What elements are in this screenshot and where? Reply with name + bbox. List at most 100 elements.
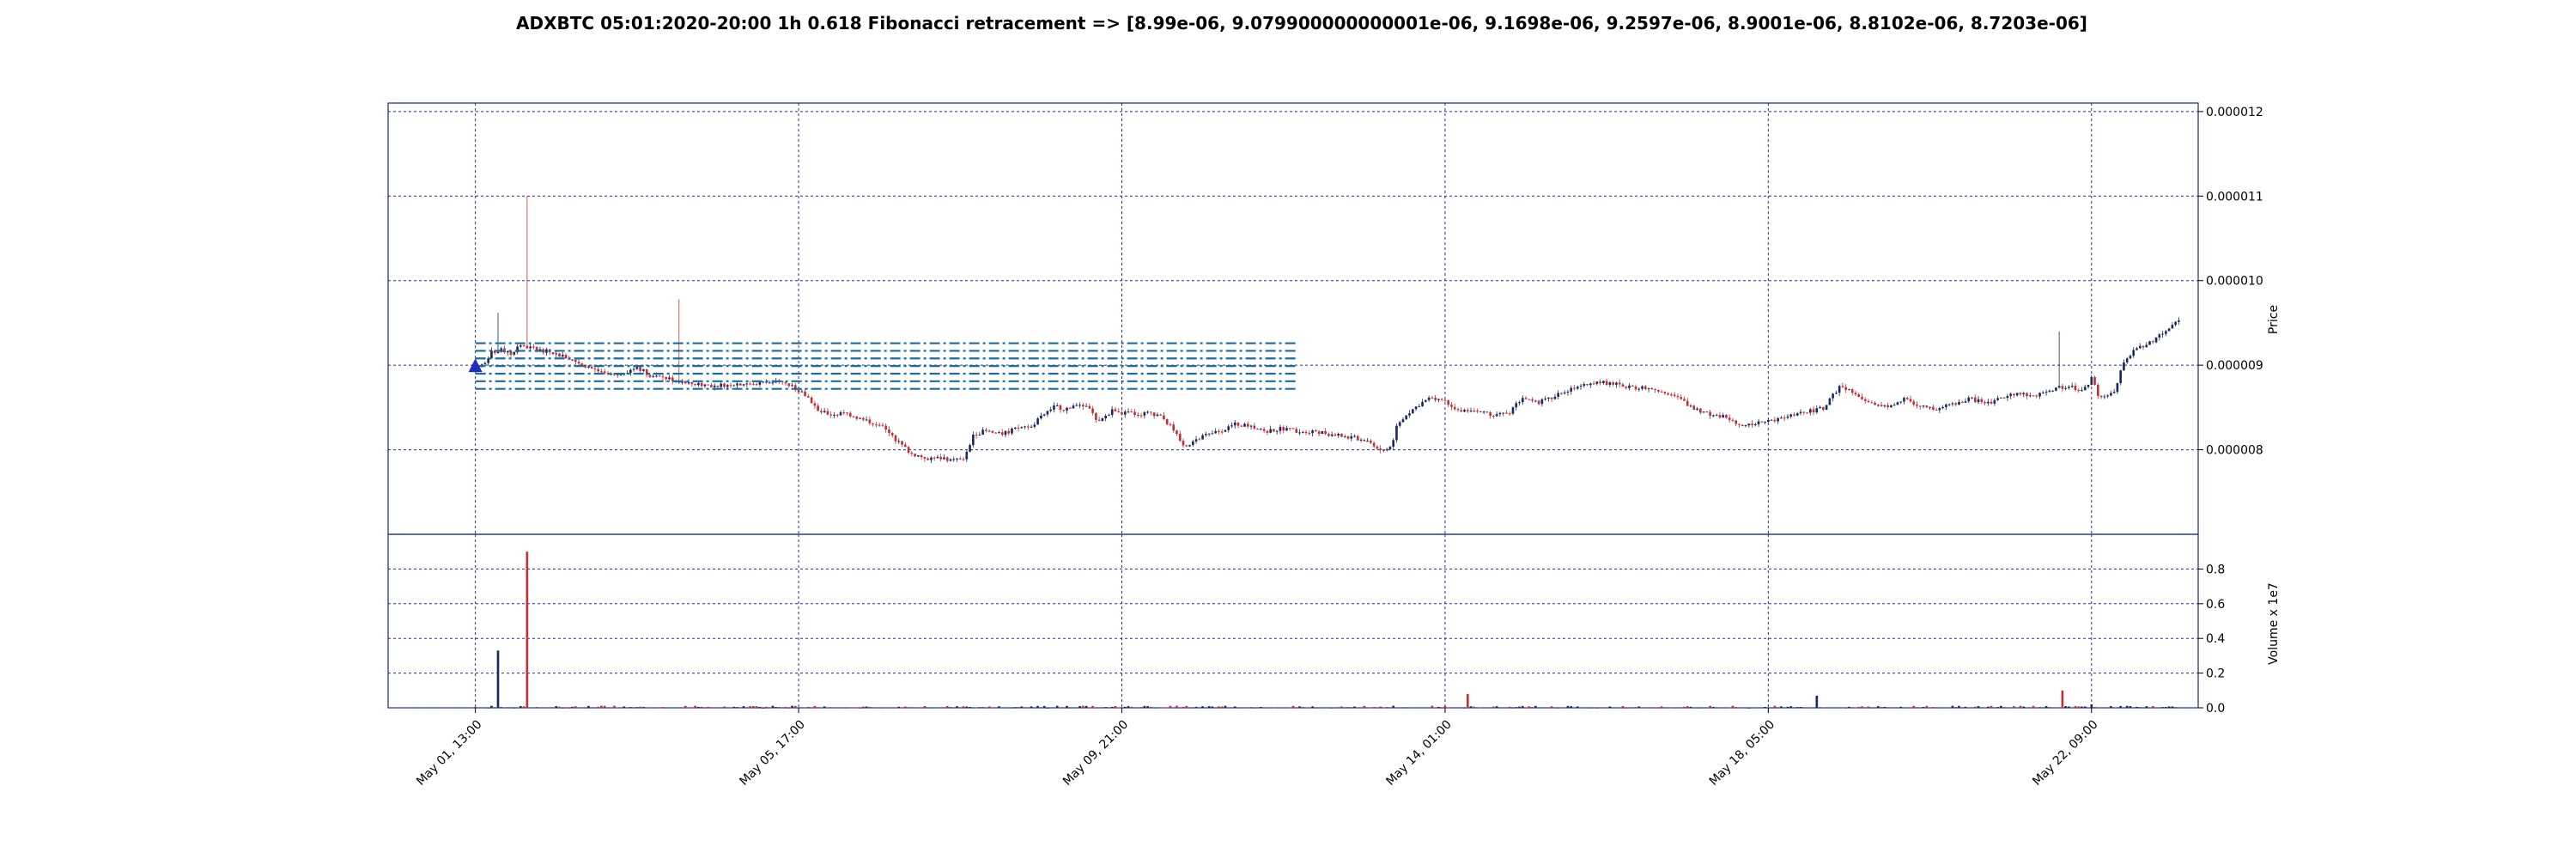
candle-body (1356, 436, 1359, 441)
candle-body (2132, 350, 2136, 356)
candle-body (771, 382, 775, 384)
volume-bar (1450, 707, 1453, 709)
candle-body (991, 430, 994, 433)
candle-body (1110, 409, 1114, 416)
candle-body (1343, 436, 1346, 438)
volume-bar (2138, 707, 2142, 709)
candle-body (1770, 419, 1773, 421)
candle-body (700, 382, 703, 387)
candle-body (998, 432, 1000, 434)
candle-body (1605, 381, 1608, 386)
candle-body (2096, 384, 2099, 396)
volume-bar (1382, 707, 1385, 709)
candle-body (1822, 406, 1825, 411)
candle-body (1097, 419, 1101, 422)
candle-body (1670, 394, 1673, 396)
candle-body (532, 346, 535, 348)
volume-bar (1984, 707, 1986, 709)
candle-body (1366, 441, 1369, 442)
volume-bar (603, 705, 606, 708)
volume-bar (1363, 705, 1366, 708)
candle-body (509, 350, 513, 355)
candle-body (1628, 385, 1631, 388)
candle-body (2051, 390, 2054, 392)
candle-body (1521, 398, 1524, 403)
volume-bar (1291, 705, 1295, 708)
volume-bar (1857, 706, 1861, 708)
volume-bar (897, 706, 901, 708)
volume-bar (1861, 706, 1863, 708)
candle-body (1311, 430, 1314, 434)
candle-body (1240, 425, 1243, 427)
volume-bar (690, 707, 694, 709)
candle-body (1676, 396, 1680, 398)
volume-bar (571, 706, 574, 708)
candle-body (1178, 434, 1182, 442)
volume-bar (1780, 706, 1783, 708)
candle-body (1780, 417, 1783, 419)
volume-bar (613, 705, 616, 708)
volume-bar (738, 707, 742, 709)
volume-bar (1191, 707, 1194, 709)
candle-body (2019, 393, 2022, 395)
volume-bar (1218, 706, 1220, 708)
volume-bar (1176, 705, 1178, 708)
volume-bar (1689, 706, 1692, 708)
candle-body (1395, 425, 1398, 441)
volume-bar (1301, 707, 1304, 709)
volume-bar (969, 707, 971, 708)
candle-body (2070, 386, 2074, 387)
volume-bar (930, 707, 933, 709)
fibonacci-levels (475, 342, 1297, 390)
volume-bar (1370, 707, 1372, 709)
x-tick-label: May 09, 21:00 (1060, 718, 1131, 789)
candle-body (1854, 393, 1857, 395)
candle-body (1954, 403, 1957, 405)
volume-bar (648, 707, 652, 709)
candle-body (1647, 387, 1650, 389)
candle-body (1091, 408, 1094, 413)
candle-body (994, 432, 998, 434)
candle-body (1566, 391, 1570, 393)
candle-body (1123, 411, 1127, 415)
candle-body (1152, 412, 1156, 417)
candle-body (907, 447, 910, 454)
volume-bar (2129, 706, 2132, 708)
volume-bar (1696, 707, 1698, 709)
candle-body (829, 414, 833, 416)
candle-body (658, 375, 661, 377)
candle-body (648, 375, 652, 377)
candle-body (1909, 399, 1912, 402)
volume-bar (1220, 706, 1224, 708)
candle-body (1819, 406, 1821, 409)
candle-body (1802, 411, 1806, 413)
volume-bars (474, 551, 2177, 709)
volume-bar (1088, 707, 1091, 709)
candle-body (1075, 405, 1078, 406)
candle-body (1634, 386, 1637, 390)
volume-bar (2061, 690, 2064, 708)
candle-body (1049, 409, 1052, 411)
candle-body (1692, 405, 1696, 410)
volume-bar (1150, 706, 1152, 708)
candle-body (1172, 424, 1176, 431)
volume-bar (1311, 706, 1314, 708)
x-tick-label: May 05, 17:00 (738, 718, 808, 789)
candle-body (487, 358, 490, 363)
candle-body (1993, 399, 1996, 404)
volume-bar (1922, 706, 1925, 708)
candle-body (1227, 426, 1230, 430)
volume-bar (1201, 706, 1204, 708)
volume-bar (1844, 707, 1848, 709)
candle-body (868, 419, 872, 423)
candle-body (522, 345, 526, 347)
volume-bar (1405, 707, 1408, 709)
volume-bar (1042, 705, 1046, 708)
candle-body (1753, 423, 1757, 426)
candle-body (1340, 434, 1343, 437)
candle-body (2106, 395, 2109, 397)
candle-body (1489, 412, 1492, 417)
volume-bar (755, 706, 758, 708)
volume-bar (1628, 707, 1631, 709)
candle-body (639, 367, 641, 371)
